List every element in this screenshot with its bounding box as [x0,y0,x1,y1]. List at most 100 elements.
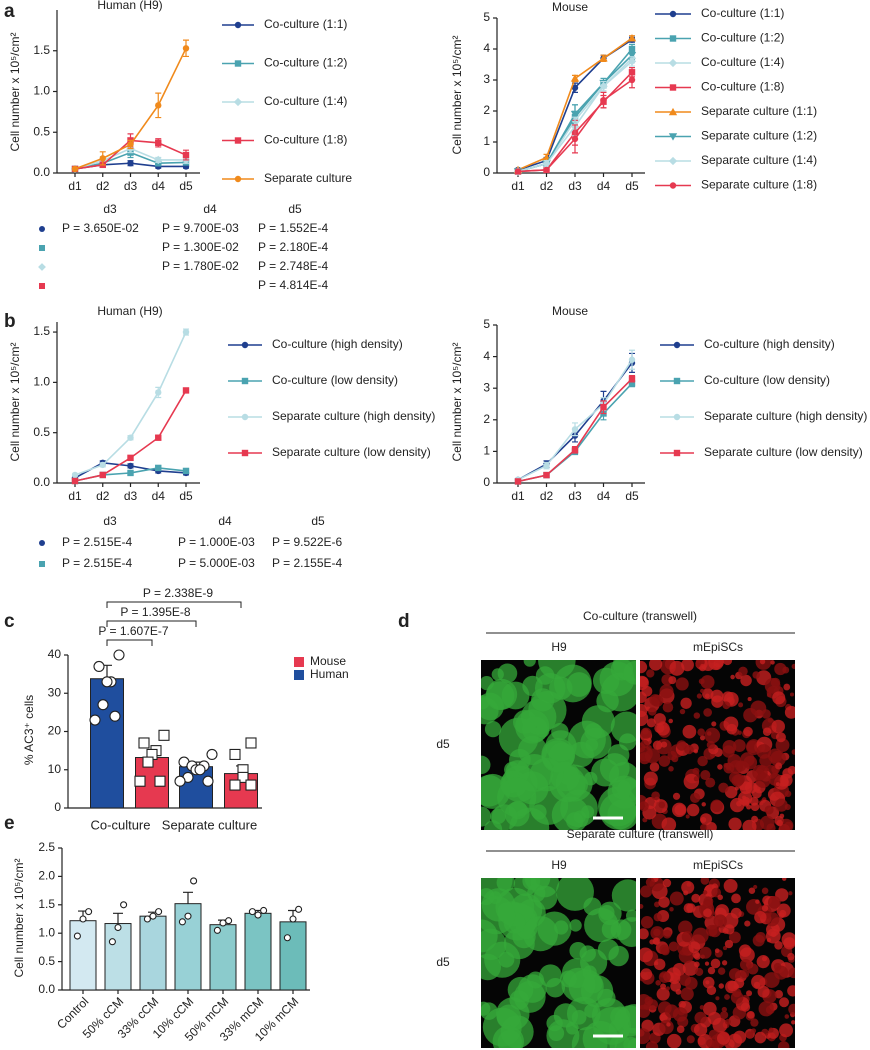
data-point [628,375,636,382]
x-tick-label: d4 [597,489,611,503]
cell [774,990,784,999]
y-tick-label: 1.0 [33,375,50,389]
cell [706,1039,715,1048]
micrograph-title: Separate culture (transwell) [567,827,714,841]
cell [725,1018,731,1025]
legend-label: Human [310,667,349,681]
cell [715,904,729,918]
error-bar [183,891,193,904]
cell [784,705,795,719]
cell [779,818,794,830]
data-point [155,139,162,147]
cell [728,968,741,981]
data-point [194,764,206,776]
cell [742,796,751,805]
cell [646,669,655,678]
data-point [571,135,579,143]
legend-label: Co-culture (high density) [272,337,403,351]
cell [680,697,692,709]
data-point [628,356,636,363]
p-value: P = 2.748E-4 [258,259,328,273]
cell [747,697,752,702]
x-tick-label: d5 [625,489,639,503]
cell [704,727,721,744]
cell [775,762,783,770]
cell [690,792,701,803]
cell [653,713,666,726]
cell [682,960,699,976]
data-point [237,771,249,783]
cell [640,968,653,981]
cell [658,755,671,767]
y-axis-label: Cell number x 10⁵/cm² [8,32,22,151]
cell [640,916,654,929]
data-point [627,52,637,60]
chart-title: Human (H9) [97,0,162,12]
y-tick-label: 1.5 [38,897,55,911]
data-point [158,729,170,741]
cell [770,931,777,938]
legend-marker [669,35,677,42]
legend-marker [233,97,243,107]
y-tick-label: 20 [48,724,62,738]
data-point [245,737,257,749]
data-point [155,464,162,472]
legend-label: Separate culture (1:2) [701,129,817,143]
cell [659,684,674,699]
cell [736,800,742,807]
data-point [570,110,580,119]
y-tick-label: 3 [483,380,490,394]
legend-marker [669,182,677,189]
x-tick-label: d2 [96,489,110,503]
cell [727,1033,743,1048]
table-row-marker [39,226,45,232]
cell [685,814,690,819]
x-tick-label: Co-culture [91,817,151,832]
x-tick-label: d1 [68,489,82,503]
data-point [108,938,116,946]
legend-label: Co-culture (1:2) [264,56,347,70]
cell [748,887,756,894]
cell [658,801,666,809]
cell [782,666,790,674]
cell [783,937,795,950]
y-tick-label: 0.5 [38,954,55,968]
cell [695,967,704,976]
channel-label: H9 [551,858,567,872]
cell [784,803,791,811]
comparison-label: P = 1.607E-7 [98,624,168,638]
data-point [248,908,256,916]
data-point [89,714,101,726]
cell [653,913,662,922]
table-row-marker [39,245,45,251]
y-tick-label: 30 [48,685,62,699]
y-axis-label: Cell number x 10⁵/cm² [8,342,22,461]
cell [779,1023,794,1038]
data-point [154,775,166,787]
data-point [600,403,607,411]
bar [90,678,124,809]
panel-label: c [4,611,15,632]
legend-label: Separate culture (1:8) [701,178,817,192]
cell [640,801,649,812]
cell [722,701,731,710]
micrograph-signal [481,660,636,830]
data-point [571,426,579,433]
data-point [182,328,190,336]
cell [640,1028,651,1045]
cell [779,997,790,1008]
cell [755,772,771,788]
y-tick-label: 1.0 [33,84,50,98]
data-point [97,699,109,711]
cell [643,771,658,786]
cell [704,961,710,966]
legend-marker [234,137,242,144]
cell [759,815,775,830]
p-value: P = 1.780E-02 [162,259,239,273]
cell [679,974,692,986]
cell [708,1029,719,1040]
y-axis-label: Cell number x 10⁵/cm² [12,858,26,977]
cell [640,739,649,749]
cell [683,773,700,790]
